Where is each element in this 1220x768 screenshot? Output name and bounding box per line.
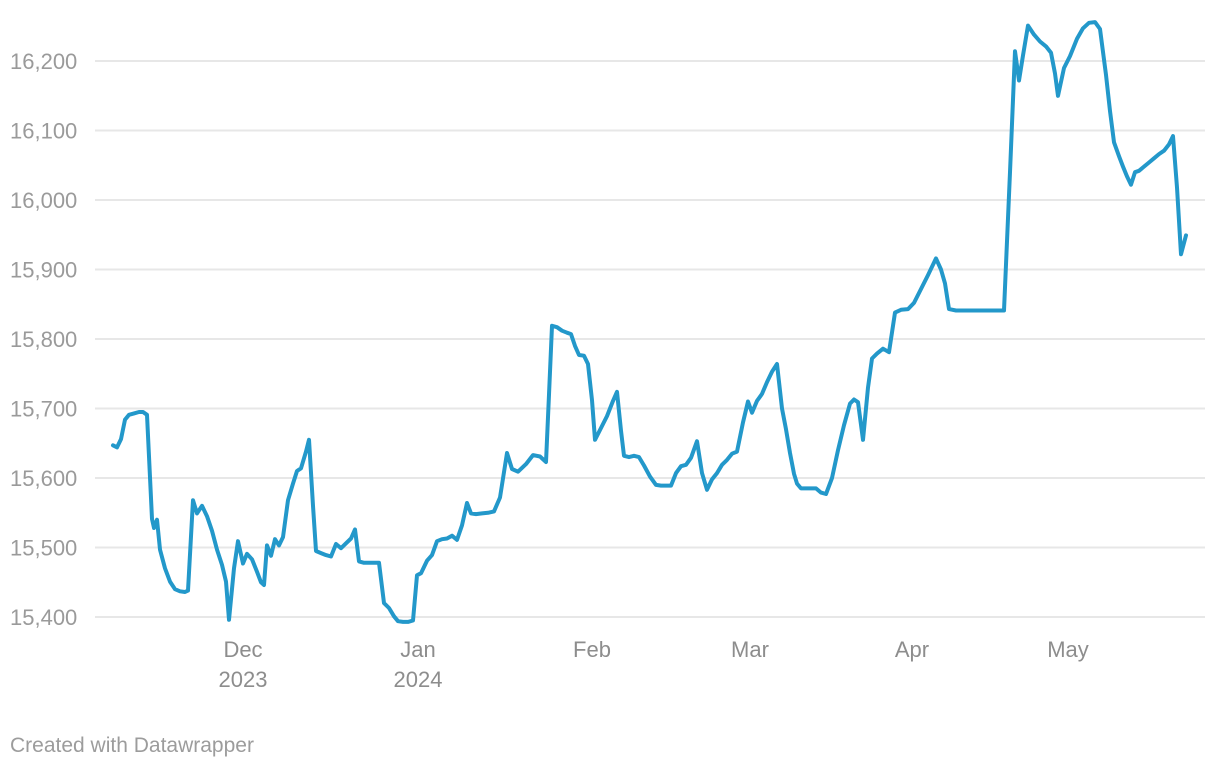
y-axis-label: 16,100 (10, 119, 77, 144)
y-axis-label: 15,600 (10, 466, 77, 491)
x-axis-year-label: 2024 (394, 667, 443, 692)
x-axis-year-label: 2023 (219, 667, 268, 692)
y-axis-label: 15,900 (10, 258, 77, 283)
x-axis-month-label: Mar (731, 637, 769, 662)
y-axis-label: 15,700 (10, 397, 77, 422)
data-line (111, 20, 1188, 624)
y-axis-label: 16,200 (10, 49, 77, 74)
y-axis-label: 15,800 (10, 327, 77, 352)
y-axis-label: 16,000 (10, 188, 77, 213)
x-axis-month-label: Dec (223, 637, 262, 662)
attribution-text: Created with Datawrapper (10, 734, 254, 757)
y-axis-label: 15,400 (10, 605, 77, 630)
x-axis-month-label: Apr (895, 637, 929, 662)
x-axis-month-label: Jan (400, 637, 435, 662)
x-axis-month-label: Feb (573, 637, 611, 662)
x-axis-month-label: May (1047, 637, 1089, 662)
y-axis-label: 15,500 (10, 536, 77, 561)
